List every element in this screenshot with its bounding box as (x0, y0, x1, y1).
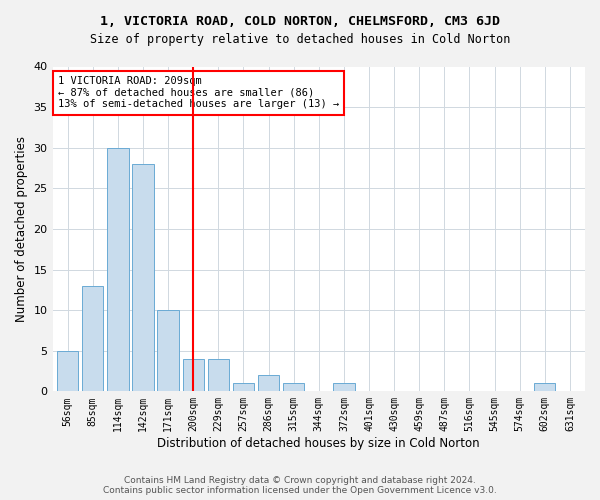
X-axis label: Distribution of detached houses by size in Cold Norton: Distribution of detached houses by size … (157, 437, 480, 450)
Bar (57, 350, 78, 392)
Bar (182, 359, 204, 392)
Bar (534, 383, 556, 392)
Bar (283, 383, 304, 392)
Text: Size of property relative to detached houses in Cold Norton: Size of property relative to detached ho… (90, 32, 510, 46)
Text: 1 VICTORIA ROAD: 209sqm
← 87% of detached houses are smaller (86)
13% of semi-de: 1 VICTORIA ROAD: 209sqm ← 87% of detache… (58, 76, 339, 110)
Bar (132, 164, 154, 392)
Bar (233, 383, 254, 392)
Bar (258, 375, 279, 392)
Text: Contains HM Land Registry data © Crown copyright and database right 2024.
Contai: Contains HM Land Registry data © Crown c… (103, 476, 497, 495)
Bar (82, 286, 103, 392)
Y-axis label: Number of detached properties: Number of detached properties (15, 136, 28, 322)
Bar (208, 359, 229, 392)
Bar (333, 383, 355, 392)
Bar (107, 148, 128, 392)
Bar (157, 310, 179, 392)
Text: 1, VICTORIA ROAD, COLD NORTON, CHELMSFORD, CM3 6JD: 1, VICTORIA ROAD, COLD NORTON, CHELMSFOR… (100, 15, 500, 28)
